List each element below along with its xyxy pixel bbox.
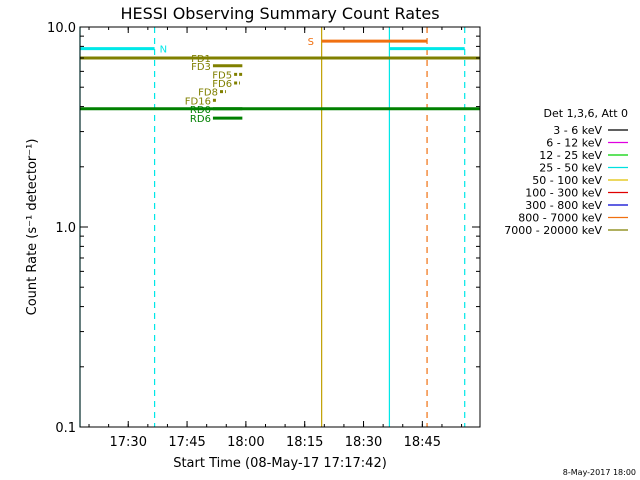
legend-entry-label: 100 - 300 keV	[525, 187, 602, 200]
decimation-label: RD0	[190, 105, 211, 116]
decimation-label: RD6	[190, 114, 211, 125]
x-tick-label: 18:00	[227, 435, 264, 450]
chart-title: HESSI Observing Summary Count Rates	[120, 4, 439, 23]
decimation-label: FD6	[212, 79, 232, 90]
legend-entry-label: 800 - 7000 keV	[518, 212, 602, 225]
legend-entry-label: 12 - 25 keV	[539, 149, 602, 162]
legend-entry-label: 50 - 100 keV	[532, 174, 602, 187]
y-axis: 10.0 1.0 0.1	[47, 21, 480, 436]
decimation-label: FD1	[191, 54, 211, 65]
decimation-label: FD8	[198, 88, 218, 99]
legend-title: Det 1,3,6, Att 0	[544, 107, 628, 120]
x-tick-label: 18:15	[286, 435, 323, 450]
flag-label: S	[308, 37, 314, 48]
legend-entry-label: 3 - 6 keV	[553, 124, 602, 137]
decimation-label: FD5	[212, 70, 232, 81]
flag-label: N	[160, 45, 167, 56]
plot-frame	[79, 26, 481, 428]
x-axis: 17:30 17:45 18:00 18:15 18:30 18:45	[88, 27, 463, 450]
x-tick-label: 18:45	[404, 435, 441, 450]
y-tick-label: 0.1	[55, 421, 76, 436]
x-tick-label: 17:45	[168, 435, 205, 450]
y-tick-label: 10.0	[47, 21, 76, 36]
x-axis-label: Start Time (08-May-17 17:17:42)	[173, 456, 387, 471]
series-layer: NS	[79, 27, 480, 427]
y-tick-label: 1.0	[55, 221, 76, 236]
y-axis-label: Count Rate (s⁻¹ detector⁻¹)	[25, 139, 40, 316]
x-tick-label: 17:30	[110, 435, 147, 450]
legend-entry-label: 7000 - 20000 keV	[504, 224, 602, 237]
decimation-label: FD3	[191, 62, 211, 73]
x-tick-label: 18:30	[345, 435, 382, 450]
decimation-label: FD16	[185, 96, 211, 107]
timestamp-label: 8-May-2017 18:00	[563, 468, 636, 477]
legend-entry-label: 300 - 800 keV	[525, 199, 602, 212]
legend-entry-label: 6 - 12 keV	[546, 137, 602, 150]
legend-entry-label: 25 - 50 keV	[539, 162, 602, 175]
